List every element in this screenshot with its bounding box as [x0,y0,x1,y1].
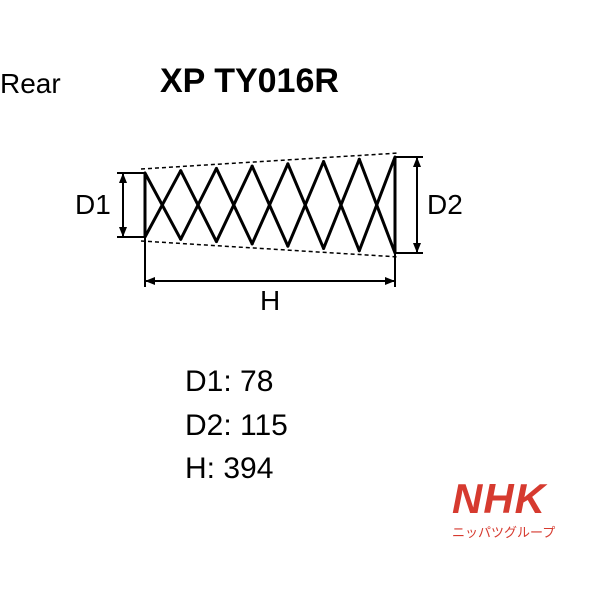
dimension-d1-label: D1 [75,189,111,221]
spec-d1: D1: 78 [185,360,288,404]
brand-tagline: ニッパツグループ [452,522,555,541]
part-number: XP TY016R [160,62,339,101]
dimension-h-label: H [260,285,280,317]
position-label: Rear [0,68,61,100]
specs-block: D1: 78 D2: 115 H: 394 [185,360,288,491]
brand-logo: NHK ニッパツグループ [452,478,555,541]
dimension-d2-label: D2 [427,189,463,221]
spec-h: H: 394 [185,447,288,491]
brand-name: NHK [452,478,555,520]
spec-d2: D2: 115 [185,404,288,448]
